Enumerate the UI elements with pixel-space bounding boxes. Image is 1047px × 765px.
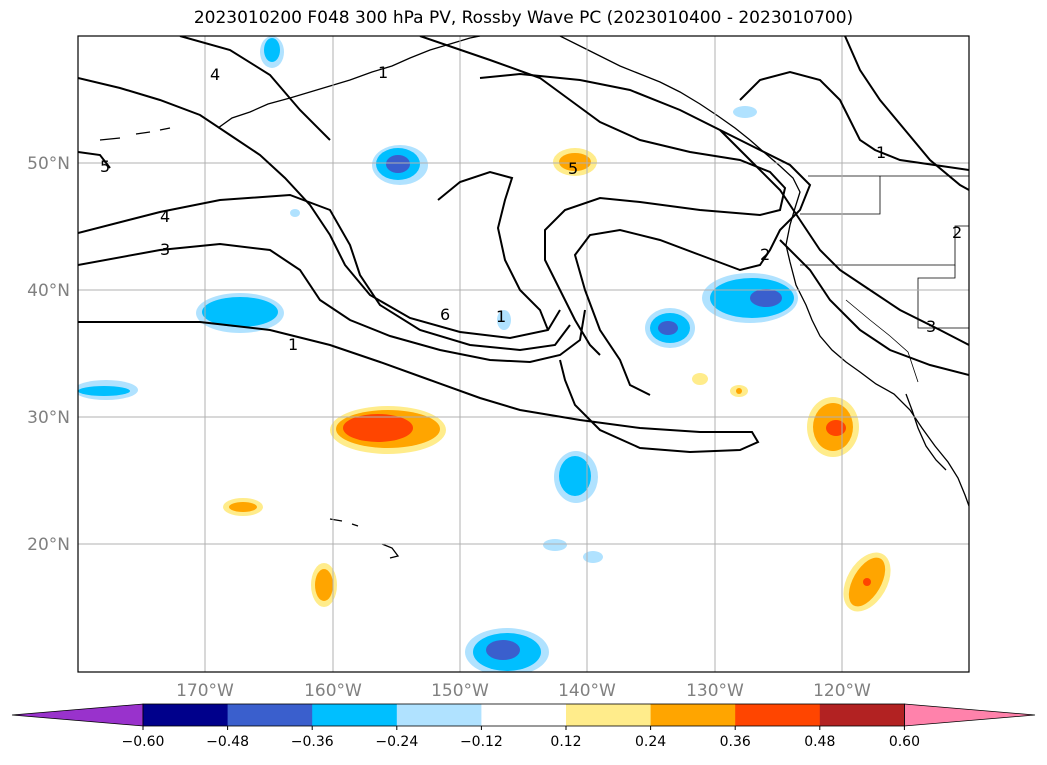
lat-label: 30°N: [27, 408, 70, 428]
colorbar-swatch: [143, 704, 229, 726]
contour-label: 6: [440, 305, 450, 324]
contour-label: 2: [952, 223, 962, 242]
colorbar-swatch: [312, 704, 398, 726]
lon-label: 140°W: [558, 681, 616, 701]
colorbar-tick-label: 0.60: [889, 734, 920, 750]
colorbar-swatch: [650, 704, 736, 726]
contour-label: 1: [288, 335, 298, 354]
colorbar-tick-label: −0.36: [291, 734, 334, 750]
contour-label: 1: [378, 63, 388, 82]
colorbar-tick-label: −0.24: [375, 734, 418, 750]
lon-label: 170°W: [176, 681, 234, 701]
contour-label: 5: [100, 157, 110, 176]
map-area: 4 5 4 3 6 1 1 2 5 1 1 2 3: [78, 36, 969, 672]
lon-label: 150°W: [431, 681, 489, 701]
contour-label: 5: [568, 159, 578, 178]
lon-label: 130°W: [686, 681, 744, 701]
lat-label: 50°N: [27, 154, 70, 174]
graticule: [78, 36, 969, 672]
contour-label: 1: [496, 307, 506, 326]
contour-label: 3: [160, 240, 170, 259]
colorbar-swatch: [481, 704, 567, 726]
contour-label: 4: [210, 65, 220, 84]
colorbar-tick-label: −0.12: [460, 734, 503, 750]
colorbar-tick-label: −0.48: [206, 734, 249, 750]
colorbar-swatch: [227, 704, 313, 726]
contour-labels: 4 5 4 3 6 1 1 2 5 1 1 2 3: [100, 63, 962, 354]
map-title: 2023010200 F048 300 hPa PV, Rossby Wave …: [193, 8, 854, 28]
colorbar-tick-label: 0.24: [635, 734, 666, 750]
contour-label: 3: [926, 317, 936, 336]
political-borders: [800, 175, 969, 383]
positive-anomaly-shading: [223, 148, 891, 612]
colorbar-swatch: [396, 704, 482, 726]
contour-label: 4: [160, 207, 170, 226]
lon-label: 160°W: [304, 681, 362, 701]
negative-anomaly-shading: [78, 36, 798, 672]
colorbar-tick-label: 0.36: [720, 734, 751, 750]
contour-label: 1: [876, 143, 886, 162]
colorbar-swatch: [819, 704, 905, 726]
colorbar-tick-label: 0.48: [804, 734, 835, 750]
lon-label: 120°W: [813, 681, 871, 701]
colorbar-extend-high: [904, 703, 1036, 727]
longitude-labels: 170°W 160°W 150°W 140°W 130°W 120°W: [176, 681, 871, 701]
lat-label: 20°N: [27, 535, 70, 555]
lat-label: 40°N: [27, 281, 70, 301]
contour-label: 2: [760, 245, 770, 264]
colorbar-extend-low: [11, 703, 144, 727]
colorbar: −0.60 −0.48 −0.36 −0.24 −0.12 0.12 0.24 0.36 0.4…: [11, 703, 1036, 750]
colorbar-tick-label: 0.12: [550, 734, 581, 750]
colorbar-swatch: [566, 704, 652, 726]
colorbar-frame: [142, 703, 905, 727]
map-frame: [77, 35, 970, 673]
colorbar-swatch: [735, 704, 821, 726]
pv-contours: [78, 36, 969, 454]
colorbar-tick-label: −0.60: [122, 734, 165, 750]
latitude-labels: 50°N 40°N 30°N 20°N: [27, 154, 70, 555]
